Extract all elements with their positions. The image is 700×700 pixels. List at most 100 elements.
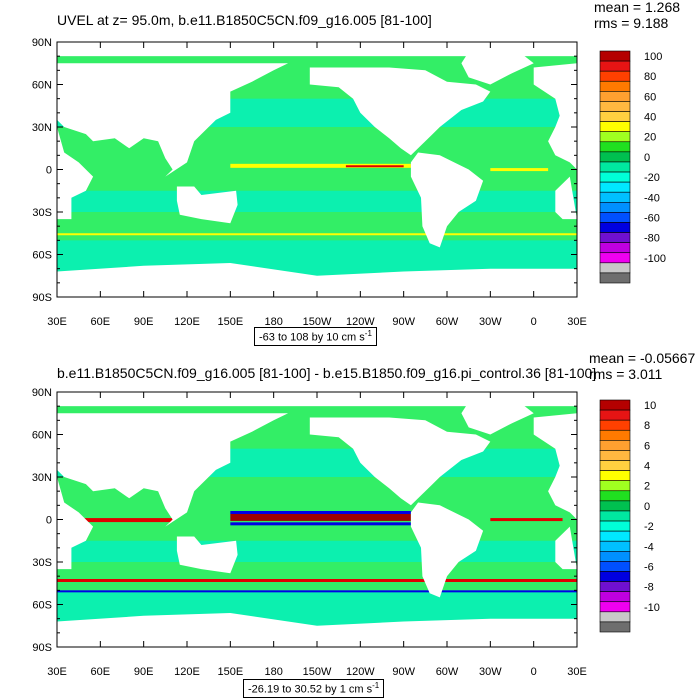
lat-label: 60N [32, 430, 52, 442]
lon-label: 120W [346, 316, 375, 328]
colorbar-label: -4 [644, 541, 654, 553]
equatorial-jet [71, 518, 173, 523]
lon-label: 30E [47, 666, 67, 678]
colorbar-swatch [599, 611, 631, 623]
colorbar-swatch [599, 470, 631, 481]
mean-stat: mean = -0.05667 [589, 350, 696, 366]
colorbar-swatch [599, 262, 631, 274]
equatorial-jet [490, 518, 563, 522]
equatorial-jet [230, 163, 411, 168]
colorbar-swatch [599, 591, 631, 603]
colorbar-label: -60 [644, 212, 660, 224]
colorbar-swatch [599, 399, 631, 411]
colorbar-swatch [599, 60, 631, 72]
ocean-band [57, 190, 577, 212]
colorbar-label: -6 [644, 561, 654, 573]
lat-label: 60N [32, 80, 52, 92]
colorbar-swatch [599, 409, 631, 421]
lon-label: 30E [47, 316, 67, 328]
lon-label: 150E [217, 316, 243, 328]
colorbar-label: -100 [644, 253, 666, 265]
lon-label: 120W [346, 666, 375, 678]
lon-label: 90W [392, 666, 415, 678]
colorbar-swatch [599, 450, 631, 461]
equatorial-jet [230, 511, 411, 514]
lon-label: 0 [531, 666, 537, 678]
colorbar-swatch [599, 561, 631, 572]
colorbar-swatch [599, 419, 631, 431]
colorbar-swatch [599, 222, 631, 233]
lon-label: 60W [436, 666, 459, 678]
colorbar-swatch [599, 232, 631, 243]
colorbar-label: 0 [644, 152, 650, 164]
colorbar-label: -40 [644, 192, 660, 204]
colorbar-label: 20 [644, 132, 656, 144]
colorbar-swatch [599, 212, 631, 223]
rms-stat: rms = 3.011 [589, 366, 663, 382]
lon-label: 150W [303, 666, 332, 678]
rms-stat: rms = 9.188 [594, 15, 669, 31]
colorbar-swatch [599, 520, 631, 532]
colorbar-swatch [599, 252, 631, 264]
equatorial-jet [490, 168, 549, 172]
lon-label: 150E [217, 666, 243, 678]
southern-jet [57, 590, 577, 593]
lon-label: 120E [174, 666, 200, 678]
mean-stat: mean = 1.268 [594, 0, 681, 15]
colorbar-label: -10 [644, 602, 660, 614]
colorbar-swatch [599, 540, 631, 552]
colorbar-label: 6 [644, 440, 650, 452]
colorbar-label: -8 [644, 582, 654, 594]
plot-title: b.e11.B1850C5CN.f09_g16.005 [81-100] - b… [57, 365, 597, 381]
colorbar-swatch [599, 480, 631, 492]
lon-label: 180 [264, 666, 282, 678]
lat-label: 90S [32, 642, 52, 654]
map-plot: 90N 60N 30N 0 30S 60S 90S 30E 60E 90E 120E 150E 180 1… [32, 37, 666, 328]
colorbar-swatch [599, 101, 631, 112]
lon-label: 90E [134, 666, 154, 678]
colorbar-label: 10 [644, 400, 656, 412]
lon-label: 30E [567, 316, 587, 328]
southern-jet [57, 233, 577, 236]
colorbar-swatch [599, 242, 631, 254]
contour-range-label: -26.19 to 30.52 by 1 cm s-1 [243, 679, 385, 698]
lat-label: 30N [32, 122, 52, 134]
map-field [57, 51, 577, 297]
colorbar-swatch [599, 500, 631, 512]
colorbar-swatch [599, 440, 631, 451]
lat-label: 0 [46, 515, 52, 527]
map-plot: 90N 60N 30N 0 30S 60S 90S 30E 60E 90E 120E 150E 180 1… [32, 387, 660, 678]
lon-label: 30W [479, 316, 502, 328]
equatorial-jet [345, 165, 404, 168]
colorbar-swatch [599, 171, 631, 183]
equatorial-jet [230, 522, 411, 526]
map-field [57, 401, 577, 647]
colorbar-label: 80 [644, 71, 656, 83]
colorbar-swatch [599, 151, 631, 163]
colorbar-label: 60 [644, 91, 656, 103]
lon-label: 60E [91, 666, 111, 678]
lat-label: 30S [32, 557, 52, 569]
lon-label: 0 [531, 316, 537, 328]
colorbar-swatch [599, 91, 631, 102]
lat-label: 0 [46, 165, 52, 177]
colorbar-swatch [599, 131, 631, 143]
colorbar-swatch [599, 460, 631, 471]
colorbar-swatch [599, 161, 631, 173]
lat-label: 60S [32, 250, 52, 262]
colorbar-swatch [599, 121, 631, 132]
lat-label: 30S [32, 207, 52, 219]
colorbar-swatch [599, 181, 631, 193]
lat-label: 30N [32, 472, 52, 484]
colorbar-label: -2 [644, 521, 654, 533]
lon-label: 60E [91, 316, 111, 328]
lon-label: 30E [567, 666, 587, 678]
contour-range-label: -63 to 108 by 10 cm s-1 [254, 327, 377, 346]
colorbar-swatch [599, 510, 631, 522]
lon-label: 90W [392, 316, 415, 328]
colorbar-label: -20 [644, 172, 660, 184]
colorbar-label: 8 [644, 420, 650, 432]
lon-label: 30W [479, 666, 502, 678]
lon-label: 180 [264, 316, 282, 328]
colorbar-swatch [599, 429, 631, 441]
